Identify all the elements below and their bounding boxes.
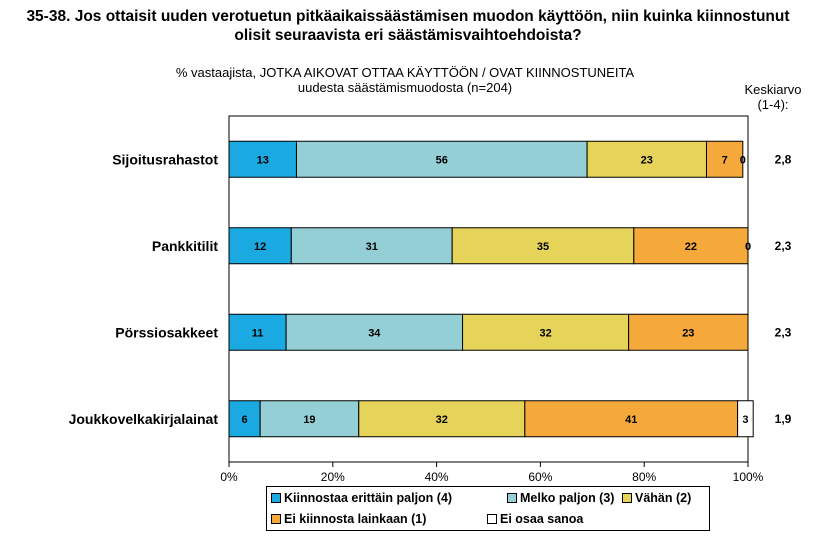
category-label: Pörssiosakkeet: [115, 324, 218, 340]
data-label: 22: [685, 241, 697, 253]
chart-subtitle: % vastaajista, JOTKA AIKOVAT OTTAA KÄYTT…: [100, 65, 710, 95]
x-tick-label: 80%: [632, 470, 656, 484]
average-value: 2,3: [775, 239, 792, 253]
bar-segment: [705, 140, 744, 178]
average-header-line2: (1-4):: [757, 97, 789, 112]
legend-swatch: [271, 493, 281, 503]
x-tick-label: 100%: [733, 470, 764, 484]
chart-title-line2: olisit seuraavista eri säästämisvaihtoeh…: [234, 27, 582, 44]
data-label: 32: [539, 327, 551, 339]
legend-swatch: [507, 493, 517, 503]
average-value: 2,3: [775, 325, 792, 339]
chart-title-line1: 35-38. Jos ottaisit uuden verotuetun pit…: [26, 8, 790, 25]
bar-segment: [228, 400, 261, 438]
average-value: 2,8: [775, 152, 792, 166]
category-label: Pankkitilit: [152, 238, 218, 254]
data-label: 23: [641, 154, 653, 166]
legend-label: Ei osaa sanoa: [500, 512, 584, 526]
legend-item: Melko paljon (3): [507, 491, 614, 505]
category-label: Joukkovelkakirjalainat: [69, 411, 219, 427]
legend-label: Vähän (2): [635, 491, 692, 505]
legend-swatch: [487, 514, 497, 524]
legend-label: Melko paljon (3): [520, 491, 615, 505]
average-column-header: Keskiarvo (1-4):: [730, 82, 816, 112]
x-tick-label: 60%: [528, 470, 552, 484]
bar-segment: [228, 227, 292, 265]
data-label: 0: [740, 154, 746, 166]
average-value: 1,9: [775, 412, 792, 426]
bar-segment: [737, 400, 754, 438]
chart-subtitle-line1: % vastaajista, JOTKA AIKOVAT OTTAA KÄYTT…: [175, 65, 635, 80]
bar-segment: [633, 227, 749, 265]
data-label: 34: [368, 327, 381, 339]
data-label: 13: [257, 154, 269, 166]
data-label: 12: [254, 241, 266, 253]
category-label: Sijoitusrahastot: [112, 151, 218, 167]
legend-item: Ei osaa sanoa: [487, 512, 583, 526]
data-label: 7: [722, 154, 728, 166]
legend-item: Kiinnostaa erittäin paljon (4): [271, 491, 452, 505]
x-tick-label: 40%: [425, 470, 449, 484]
data-label: 0: [745, 241, 751, 253]
bar-segment: [259, 400, 360, 438]
legend-label: Ei kiinnosta lainkaan (1): [284, 512, 427, 526]
bar-segment: [295, 140, 588, 178]
bar-segment: [228, 313, 287, 351]
chart-legend: Kiinnostaa erittäin paljon (4) Melko palj…: [266, 486, 710, 531]
average-header-line1: Keskiarvo: [744, 82, 802, 97]
bar-segment: [628, 313, 749, 351]
data-label: 31: [366, 241, 378, 253]
legend-swatch: [271, 514, 281, 524]
bar-segment: [285, 313, 464, 351]
bar-segment: [586, 140, 707, 178]
data-label: 11: [252, 327, 264, 339]
legend-item: Vähän (2): [622, 491, 691, 505]
data-label: 56: [436, 154, 448, 166]
plot-area-frame: [228, 115, 749, 463]
x-tick-label: 20%: [321, 470, 345, 484]
bar-segment: [228, 140, 297, 178]
legend-label: Kiinnostaa erittäin paljon (4): [284, 491, 453, 505]
legend-swatch: [622, 493, 632, 503]
bar-segment: [524, 400, 739, 438]
data-label: 19: [303, 414, 315, 426]
bar-segment: [290, 227, 453, 265]
data-label: 32: [436, 414, 448, 426]
bar-segment: [358, 400, 526, 438]
data-label: 41: [625, 414, 637, 426]
chart-subtitle-line2: uudesta säästämismuodosta (n=204): [297, 80, 513, 95]
data-label: 3: [742, 414, 748, 426]
data-label: 6: [242, 414, 248, 426]
data-label: 23: [682, 327, 694, 339]
data-label: 35: [537, 241, 549, 253]
x-tick-label: 0%: [220, 470, 238, 484]
legend-item: Ei kiinnosta lainkaan (1): [271, 512, 426, 526]
chart-title: 35-38. Jos ottaisit uuden verotuetun pit…: [0, 7, 816, 45]
